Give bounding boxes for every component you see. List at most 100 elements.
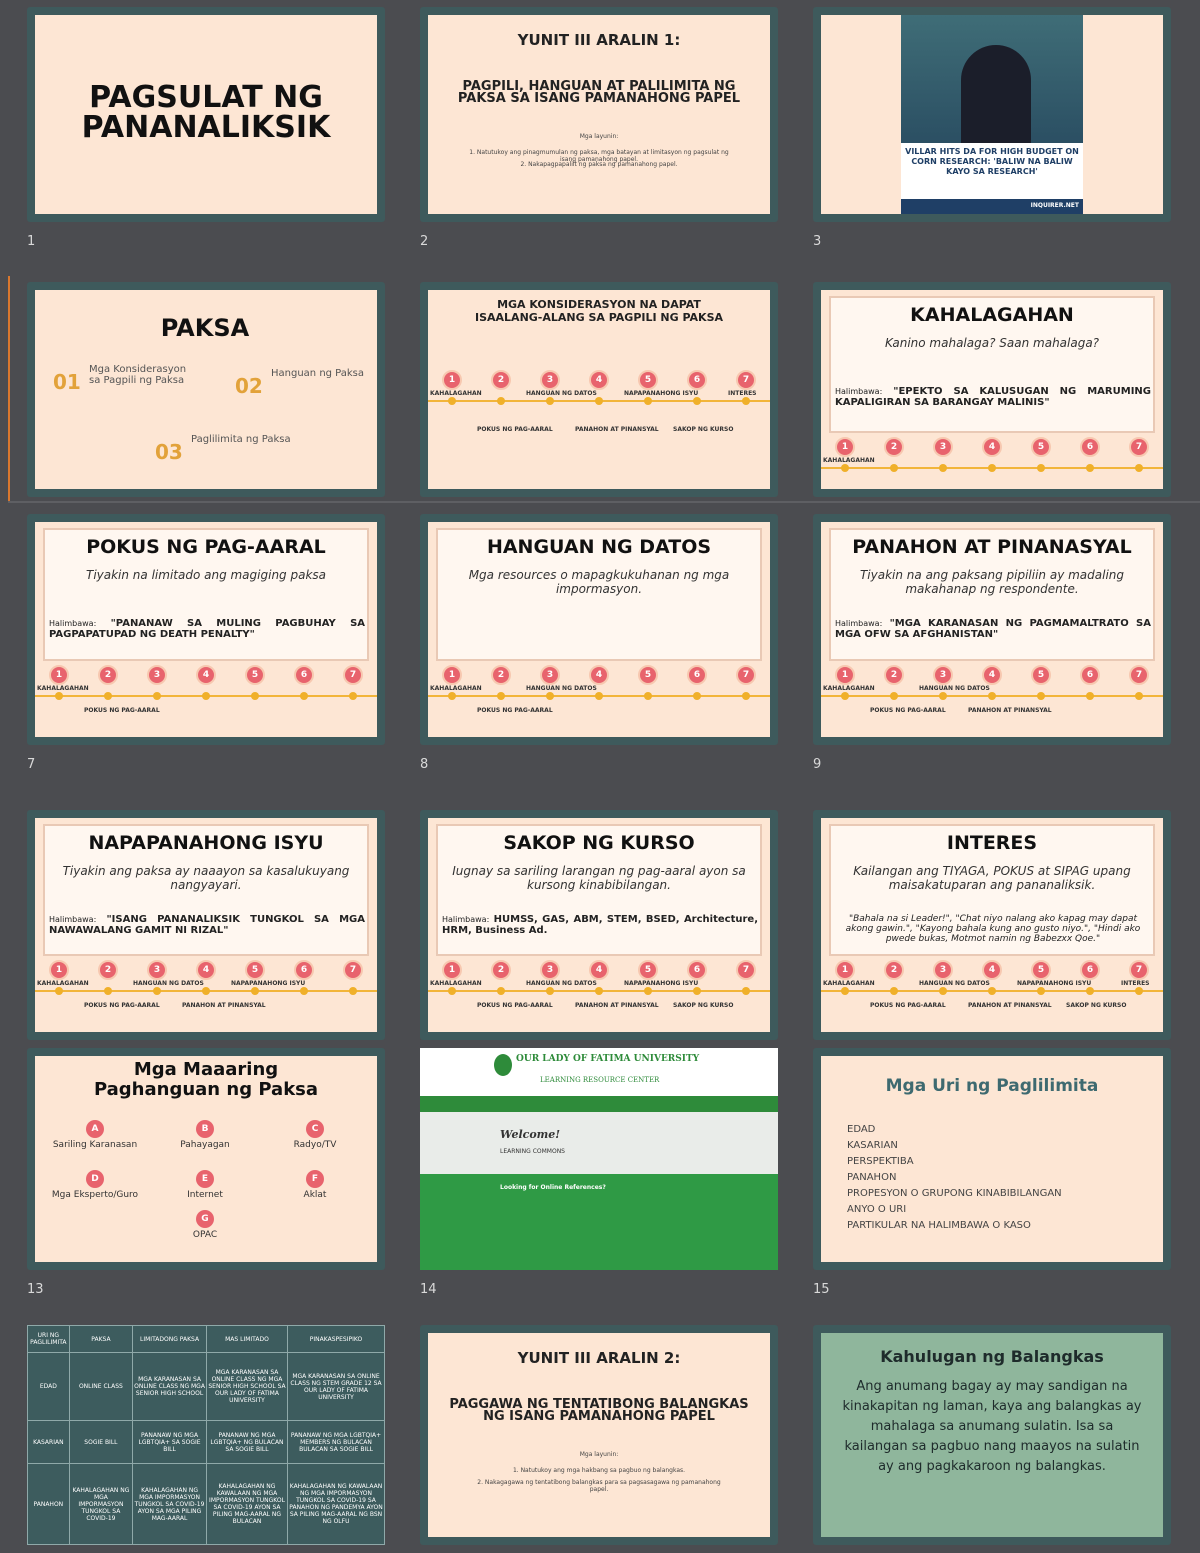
timeline-dot: [742, 397, 750, 405]
site-university: OUR LADY OF FATIMA UNIVERSITY: [516, 1054, 700, 1064]
timeline-step: 3: [147, 665, 167, 685]
slide-content: YUNIT III ARALIN 2: PAGGAWA NG TENTATIBON…: [428, 1333, 770, 1537]
slide[interactable]: YUNIT III ARALIN 2: PAGGAWA NG TENTATIBON…: [420, 1325, 778, 1545]
slide-title: Kahulugan ng Balangkas: [880, 1347, 1104, 1366]
timeline-dot: [644, 397, 652, 405]
slide[interactable]: Mga Uri ng Paglilimita EDAD KASARIAN PERSPE…: [813, 1048, 1171, 1270]
slide[interactable]: Mga Maaaring Paghanguan ng Paksa A Sarilin…: [27, 1048, 385, 1270]
timeline-step: 3: [933, 437, 953, 457]
slide[interactable]: MGA KONSIDERASYON NA DAPAT ISAALANG-ALAN…: [420, 282, 778, 497]
timeline-step: 7: [1129, 437, 1149, 457]
source-letter: B: [196, 1120, 214, 1138]
slide[interactable]: NAPAPANAHONG ISYU Tiyakin ang paksa ay na…: [27, 810, 385, 1040]
slide[interactable]: PAKSA 01 Mga Konsiderasyon sa Pagpili ng P…: [27, 282, 385, 497]
timeline-step: 5: [245, 665, 265, 685]
slide[interactable]: OUR LADY OF FATIMA UNIVERSITY LEARNING RE…: [420, 1048, 778, 1270]
timeline-dot: [988, 692, 996, 700]
objective: 1. Natutukoy ang pinagmumulan ng paksa, …: [469, 149, 729, 163]
slide-title: MGA KONSIDERASYON NA DAPAT ISAALANG-ALAN…: [475, 298, 723, 324]
timeline-dot: [1037, 692, 1045, 700]
timeline-dot: [1086, 692, 1094, 700]
timeline-label: KAHALAGAHAN: [430, 980, 482, 987]
header-cell: MAS LIMITADO: [205, 1325, 289, 1353]
timeline-dot: [448, 692, 456, 700]
timeline-dot: [1086, 464, 1094, 472]
example-text: "Bahala na si Leader!", "Chat niyo nalan…: [845, 914, 1141, 944]
table-cell: MGA KARANASAN SA ONLINE CLASS NG MGA SEN…: [132, 1351, 207, 1422]
timeline-label: HANGUAN NG DATOS: [919, 980, 990, 987]
slide[interactable]: PAGSULAT NG PANANALIKSIK: [27, 7, 385, 222]
text-card: KAHALAGAHAN Kanino mahalaga? Saan mahalag…: [829, 296, 1155, 433]
item-number: 01: [53, 370, 81, 394]
slide-title: PAGGAWA NG TENTATIBONG BALANGKAS NG ISAN…: [449, 1397, 749, 1424]
timeline-step: 6: [1080, 960, 1100, 980]
table-cell: MGA KARANASAN SA ONLINE CLASS NG STEM GR…: [287, 1351, 385, 1422]
timeline-step: 4: [982, 960, 1002, 980]
slide[interactable]: INTERES Kailangan ang TIYAGA, POKUS at SI…: [813, 810, 1171, 1040]
slide-title: Mga Uri ng Paglilimita: [885, 1076, 1099, 1096]
slide[interactable]: URI NG PAGLILIMITA PAKSA LIMITADONG PAKSA M…: [27, 1325, 385, 1545]
site-hero: [420, 1112, 778, 1174]
source-text: Aklat: [303, 1190, 327, 1200]
slide[interactable]: POKUS NG PAG-AARAL Tiyakin na limitado an…: [27, 514, 385, 745]
source-letter: G: [196, 1210, 214, 1228]
slide-title: HANGUAN NG DATOS: [486, 536, 712, 558]
slide[interactable]: PANAHON AT PINANASYAL Tiyakin na ang paks…: [813, 514, 1171, 745]
timeline-step: 3: [540, 665, 560, 685]
table-cell: KASARIAN: [27, 1420, 70, 1465]
example-text: "PANANAW SA MULING PAGBUHAY SA PAGPAPATU…: [49, 618, 366, 640]
timeline-dot: [1135, 464, 1143, 472]
slide[interactable]: YUNIT III ARALIN 1: PAGPILI, HANGUAN AT P…: [420, 7, 778, 222]
slide-text: Mga resources o mapagkukuhanan ng mga im…: [468, 568, 730, 596]
timeline-dot: [546, 397, 554, 405]
slide-title: PAKSA: [160, 314, 250, 342]
timeline-label: NAPAPANAHONG ISYU: [1017, 980, 1092, 987]
timeline-dot: [300, 692, 308, 700]
timeline-step: 4: [982, 437, 1002, 457]
slide-content: POKUS NG PAG-AARAL Tiyakin na limitado an…: [35, 522, 377, 737]
limit-type: ANYO O URI: [847, 1204, 907, 1215]
timeline-step: 2: [884, 665, 904, 685]
slide-text: Tiyakin na ang paksang pipiliin ay madal…: [859, 568, 1125, 596]
timeline-dot: [693, 692, 701, 700]
timeline-step: 4: [196, 665, 216, 685]
text-card: PANAHON AT PINANASYAL Tiyakin na ang paks…: [829, 528, 1155, 661]
source-text: OPAC: [192, 1230, 218, 1240]
timeline-label: PANAHON AT PINANSYAL: [182, 1002, 266, 1009]
item-number: 02: [235, 374, 263, 398]
timeline-step: 1: [442, 370, 462, 390]
site-commons: LEARNING COMMONS: [500, 1148, 565, 1155]
slide-title: KAHALAGAHAN: [910, 304, 1074, 326]
slide[interactable]: VILLAR HITS DA FOR HIGH BUDGET ON CORN R…: [813, 7, 1171, 222]
slide-content: HANGUAN NG DATOS Mga resources o mapagkuk…: [428, 522, 770, 737]
slide-number: 1: [27, 234, 36, 249]
slide-text: Kailangan ang TIYAGA, POKUS at SIPAG upa…: [853, 864, 1131, 892]
timeline-dot: [448, 397, 456, 405]
slide[interactable]: HANGUAN NG DATOS Mga resources o mapagkuk…: [420, 514, 778, 745]
timeline-dot: [890, 464, 898, 472]
source-text: Radyo/TV: [293, 1140, 337, 1150]
timeline-step: 4: [589, 370, 609, 390]
timeline-step: 3: [933, 665, 953, 685]
header-cell: LIMITADONG PAKSA: [132, 1325, 207, 1353]
timeline-label: PANAHON AT PINANSYAL: [575, 1002, 659, 1009]
timeline-step: 2: [884, 437, 904, 457]
slide-title: PANAHON AT PINANASYAL: [852, 536, 1132, 558]
example-label: Halimbawa:: [49, 619, 97, 628]
table-row: EDAD ONLINE CLASS MGA KARANASAN SA ONLINE …: [27, 1351, 385, 1422]
timeline-dot: [841, 987, 849, 995]
timeline-dot: [693, 397, 701, 405]
slide[interactable]: SAKOP NG KURSO Iugnay sa sariling laranga…: [420, 810, 778, 1040]
timeline-label: HANGUAN NG DATOS: [526, 390, 597, 397]
timeline-label: HANGUAN NG DATOS: [526, 980, 597, 987]
timeline-step: 6: [687, 370, 707, 390]
timeline-step: 1: [835, 437, 855, 457]
text-card: POKUS NG PAG-AARAL Tiyakin na limitado an…: [43, 528, 369, 661]
timeline-dot: [644, 692, 652, 700]
slide[interactable]: Kahulugan ng Balangkas Ang anumang bagay …: [813, 1325, 1171, 1545]
timeline-dot: [497, 397, 505, 405]
slide[interactable]: KAHALAGAHAN Kanino mahalaga? Saan mahalag…: [813, 282, 1171, 497]
timeline-label: NAPAPANAHONG ISYU: [624, 390, 699, 397]
slide-content: URI NG PAGLILIMITA PAKSA LIMITADONG PAKSA M…: [27, 1325, 385, 1545]
slide-number: 13: [27, 1282, 44, 1297]
